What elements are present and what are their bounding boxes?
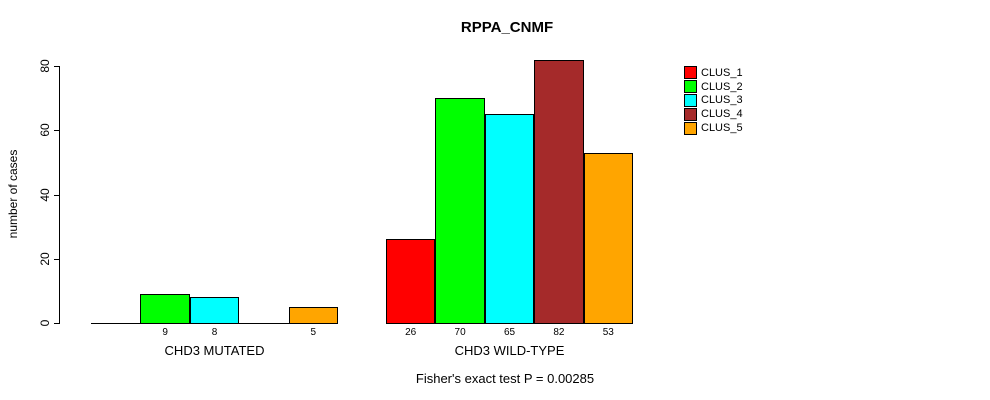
legend-item: CLUS_1 bbox=[684, 66, 743, 80]
bar-value-label: 70 bbox=[454, 327, 466, 338]
legend-label: CLUS_1 bbox=[701, 66, 743, 79]
bar bbox=[140, 294, 190, 324]
y-tick bbox=[54, 195, 60, 196]
legend-swatch bbox=[684, 93, 697, 107]
bar-value-label: 9 bbox=[162, 327, 168, 338]
bar-value-label: 8 bbox=[211, 327, 218, 338]
legend-swatch bbox=[684, 66, 697, 80]
legend-swatch bbox=[684, 80, 697, 94]
y-tick-label: 20 bbox=[38, 252, 52, 266]
legend-swatch bbox=[684, 107, 697, 121]
bar bbox=[288, 307, 338, 324]
annotation-text: Fisher's exact test P = 0.00285 bbox=[415, 371, 595, 386]
group-label: CHD3 WILD-TYPE bbox=[454, 343, 565, 358]
bar-value-label: 5 bbox=[310, 327, 317, 338]
group-label: CHD3 MUTATED bbox=[164, 343, 265, 358]
legend-label: CLUS_2 bbox=[701, 80, 743, 93]
y-tick bbox=[54, 323, 60, 324]
legend-item: CLUS_3 bbox=[684, 93, 743, 108]
bar-value-label: 53 bbox=[602, 327, 614, 338]
bar bbox=[583, 153, 633, 324]
y-tick-label: 0 bbox=[38, 319, 52, 327]
bar-value-label: 65 bbox=[503, 327, 516, 338]
bar bbox=[435, 98, 485, 324]
legend-label: CLUS_5 bbox=[701, 122, 743, 135]
legend-swatch bbox=[684, 121, 697, 135]
legend: CLUS_1 CLUS_2 CLUS_3 CLUS_4 CLUS_5 bbox=[684, 66, 743, 135]
bar bbox=[484, 114, 535, 324]
y-tick-label: 60 bbox=[38, 123, 52, 137]
legend-item: CLUS_4 bbox=[684, 107, 743, 121]
legend-label: CLUS_3 bbox=[701, 94, 743, 107]
y-tick bbox=[54, 66, 60, 67]
legend-item: CLUS_2 bbox=[684, 80, 743, 94]
legend-item: CLUS_5 bbox=[684, 121, 743, 135]
y-tick-label: 80 bbox=[38, 59, 52, 73]
bar-value-label: 82 bbox=[553, 327, 565, 338]
bar-value-label: 26 bbox=[405, 327, 417, 338]
y-axis-label: number of cases bbox=[6, 149, 20, 239]
y-tick bbox=[54, 259, 60, 260]
y-tick bbox=[54, 130, 60, 131]
bar bbox=[386, 239, 436, 324]
y-tick-label: 40 bbox=[38, 188, 52, 202]
bar bbox=[189, 297, 240, 324]
chart-title: RPPA_CNMF bbox=[460, 19, 554, 36]
legend-label: CLUS_4 bbox=[701, 108, 743, 121]
bar bbox=[534, 60, 584, 324]
